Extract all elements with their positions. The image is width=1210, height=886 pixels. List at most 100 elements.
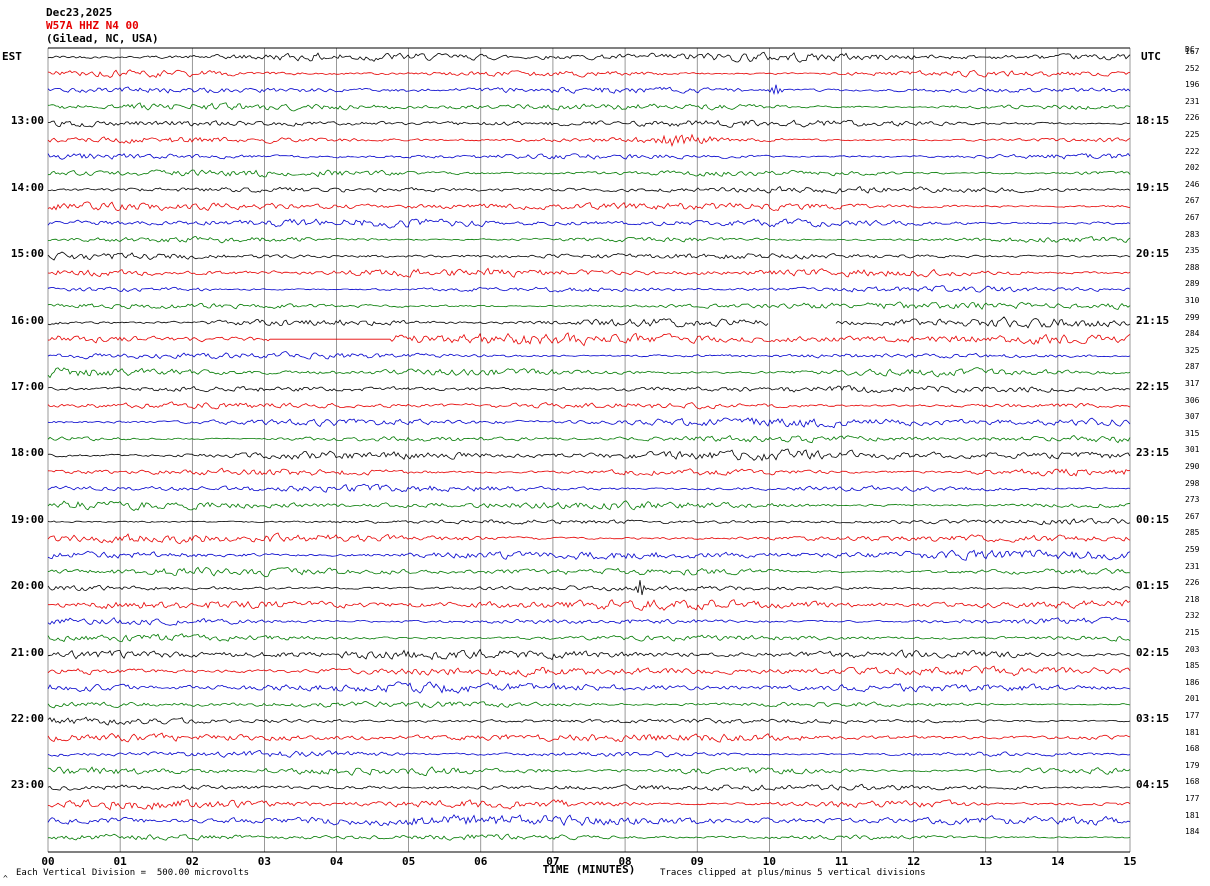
right-time-label: 03:15 — [1136, 712, 1170, 725]
left-time-label: 20:00 — [10, 579, 44, 593]
x-axis-label: TIME (MINUTES) — [542, 863, 636, 876]
dc-value: 181 — [1185, 727, 1200, 737]
left-time-label: 14:00 — [10, 180, 44, 194]
dc-value: 218 — [1185, 594, 1200, 604]
dc-value: 186 — [1185, 677, 1200, 687]
x-tick-label: 12 — [906, 855, 921, 868]
seismogram-trace-row-10 — [47, 218, 1131, 229]
seismogram-trace-row-24 — [47, 448, 1131, 462]
x-tick-label: 15 — [1123, 855, 1137, 868]
x-tick-label: 01 — [113, 855, 127, 868]
dc-value: 235 — [1185, 246, 1200, 256]
plot-header: Dec23,2025 W57A HHZ N4 00 (Gilead, NC, U… — [46, 6, 159, 45]
right-time-label: 18:15 — [1136, 114, 1170, 128]
dc-value: 232 — [1185, 611, 1200, 621]
x-tick-label: 02 — [185, 855, 199, 868]
dc-value: 196 — [1185, 80, 1200, 90]
seismogram-trace-row-33 — [48, 599, 1131, 611]
x-tick-label: 04 — [329, 855, 344, 868]
dc-value: 289 — [1185, 279, 1200, 289]
x-tick-label: 09 — [690, 855, 704, 868]
seismogram-trace-row-39 — [47, 701, 1131, 709]
dc-value: 306 — [1185, 395, 1200, 405]
x-tick-label: 05 — [402, 855, 416, 868]
seismogram-trace-row-0 — [47, 51, 1131, 63]
seismogram-trace-row-30 — [47, 549, 1131, 561]
right-time-label: 04:15 — [1136, 778, 1170, 792]
dc-value: 181 — [1185, 810, 1200, 820]
dc-value: 315 — [1185, 428, 1200, 438]
right-timezone-label: UTC — [1141, 50, 1161, 63]
seismogram-trace-row-43 — [47, 766, 1131, 777]
right-time-label: 21:15 — [1136, 313, 1170, 327]
seismogram-trace-row-41 — [47, 732, 1131, 743]
seismogram-trace-row-18 — [47, 351, 1131, 360]
dc-value: 267 — [1185, 511, 1200, 521]
dc-value: 267 — [1185, 213, 1200, 222]
x-tick-label: 00 — [41, 855, 55, 868]
x-tick-label: 06 — [474, 855, 488, 868]
dc-value: 267 — [1185, 196, 1200, 206]
dc-column-header: DC — [1185, 45, 1195, 54]
seismogram-trace-row-11 — [48, 236, 1131, 244]
seismogram-trace-row-6 — [47, 152, 1131, 160]
seismogram-trace-row-8 — [47, 185, 1131, 194]
right-time-label: 02:15 — [1136, 645, 1170, 659]
seismogram-trace-row-13 — [47, 267, 1131, 278]
right-time-label: 00:15 — [1136, 512, 1170, 526]
dc-value: 167 — [1185, 47, 1200, 56]
dc-value: 285 — [1185, 528, 1200, 538]
seismogram-trace-row-35 — [47, 633, 1131, 643]
dc-value: 215 — [1185, 628, 1200, 637]
dc-value: 287 — [1185, 362, 1200, 372]
dc-value: 168 — [1185, 777, 1200, 787]
dc-value: 307 — [1185, 412, 1200, 422]
left-time-label: 22:00 — [10, 712, 44, 725]
dc-value: 284 — [1185, 329, 1200, 339]
seismogram-trace-row-38 — [47, 681, 1131, 694]
right-time-label: 22:15 — [1136, 380, 1170, 393]
seismogram-trace-row-1 — [47, 69, 1131, 79]
dc-value: 203 — [1185, 644, 1200, 654]
scale-marker-icon: ^ — [3, 874, 8, 883]
seismogram-trace-row-36 — [47, 648, 1131, 661]
seismogram-trace-row-12 — [47, 251, 1131, 261]
left-time-label: 17:00 — [10, 380, 44, 393]
x-tick-label: 13 — [979, 855, 993, 868]
dc-value: 231 — [1185, 561, 1200, 571]
left-time-label: 15:00 — [10, 247, 44, 261]
dc-value: 317 — [1185, 379, 1200, 388]
x-tick-label: 07 — [546, 855, 560, 868]
seismogram-trace-row-15 — [47, 301, 1131, 310]
left-time-label: 13:00 — [10, 114, 44, 128]
left-time-label: 21:00 — [10, 645, 44, 659]
dc-value: 310 — [1185, 296, 1200, 305]
seismogram-trace-row-47 — [47, 833, 1131, 841]
right-time-label: 23:15 — [1136, 446, 1170, 460]
left-time-label: 19:00 — [10, 512, 44, 526]
right-time-label: 20:15 — [1136, 247, 1170, 261]
dc-value: 185 — [1185, 661, 1200, 671]
seismogram-trace-row-2 — [47, 84, 1131, 96]
dc-value: 201 — [1185, 694, 1200, 704]
seismogram-trace-row-26 — [47, 483, 1131, 493]
dc-value: 283 — [1185, 229, 1200, 239]
dc-value: 177 — [1185, 794, 1200, 803]
left-time-label: 23:00 — [10, 778, 44, 792]
dc-value: 290 — [1185, 462, 1200, 471]
seismogram-trace-row-42 — [47, 750, 1131, 758]
dc-value: 252 — [1185, 63, 1200, 73]
seismogram-trace-row-5 — [47, 133, 1131, 147]
seismogram-trace-row-29 — [47, 532, 1131, 545]
seismogram-trace-row-27 — [47, 500, 1131, 511]
dc-value: 231 — [1185, 96, 1200, 106]
header-location: (Gilead, NC, USA) — [46, 32, 159, 45]
seismogram-trace-row-19 — [47, 367, 1131, 379]
x-tick-label: 11 — [834, 855, 849, 868]
seismogram-trace-row-20 — [47, 385, 1131, 394]
seismogram-trace-row-40 — [47, 716, 1131, 726]
seismogram-trace-row-7 — [47, 169, 1131, 178]
x-tick-label: 14 — [1051, 855, 1065, 868]
